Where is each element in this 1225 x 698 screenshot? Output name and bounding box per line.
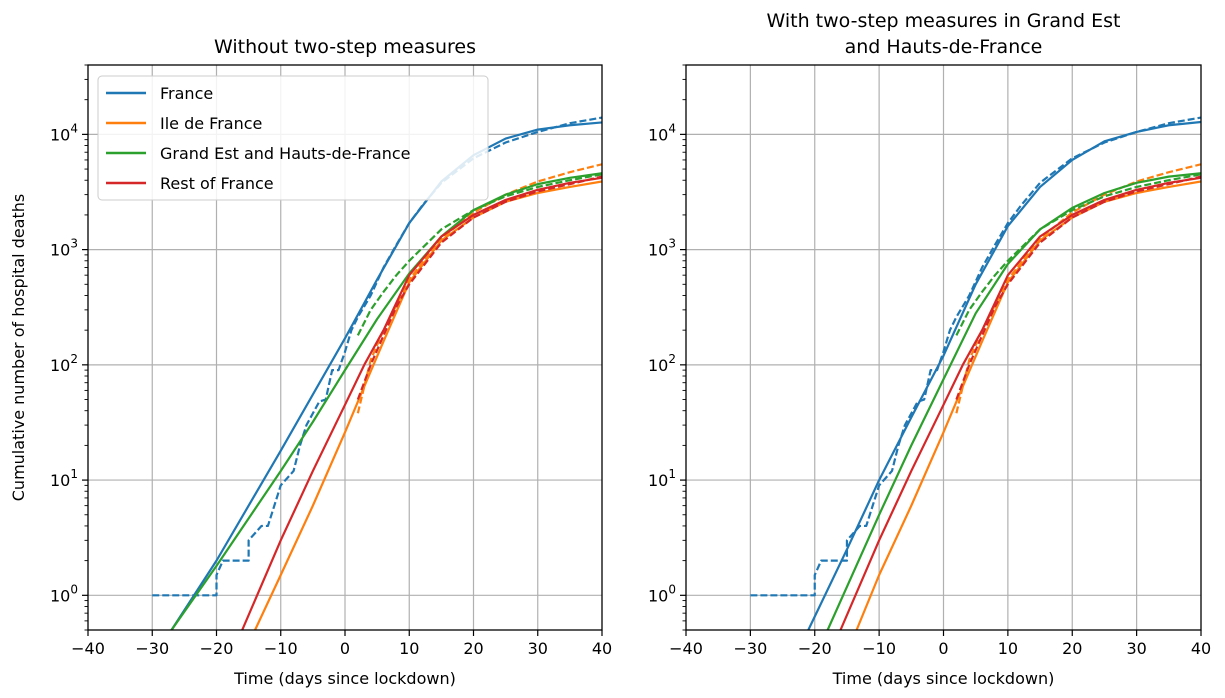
series-line-grand-est-and-hauts-de-france-model [826, 172, 1201, 630]
x-tick-label: −20 [200, 639, 234, 658]
series-line-rest-of-france-model [839, 176, 1201, 630]
series-line-rest-of-france-model [241, 176, 602, 630]
series-line-ile-de-france-model [254, 180, 602, 630]
x-tick-label: 30 [1126, 639, 1146, 658]
x-tick-label: −10 [264, 639, 298, 658]
y-tick-label: 100 [50, 582, 78, 605]
y-tick-exponent: 1 [70, 467, 78, 481]
x-tick-label: 0 [938, 639, 948, 658]
y-axis-label: Cumulative number of hospital deaths [9, 194, 28, 501]
x-tick-label: −30 [135, 639, 169, 658]
chart-title-line: and Hauts-de-France [845, 36, 1043, 58]
y-tick-exponent: 3 [668, 237, 676, 251]
series-line-rest-of-france-observed [955, 175, 1201, 400]
y-tick-base: 10 [648, 356, 668, 375]
chart-panel-with-two-step: −40 −30 −20 −10 0 10 20 30 40100101102103104With… [648, 10, 1211, 688]
series-line-ile-de-france-observed [356, 163, 602, 414]
y-tick-exponent: 2 [668, 352, 676, 366]
y-tick-label: 101 [50, 467, 78, 490]
legend: France Ile de France Grand Est and Hauts-d… [97, 75, 489, 201]
x-tick-label: −40 [669, 639, 703, 658]
y-tick-base: 10 [50, 586, 70, 605]
x-tick-label: −10 [862, 639, 896, 658]
y-tick-base: 10 [50, 125, 70, 144]
y-tick-exponent: 0 [668, 582, 676, 596]
x-tick-label: 10 [998, 639, 1018, 658]
legend-label: Grand Est and Hauts-de-France [160, 144, 411, 163]
series-line-ile-de-france-observed [955, 163, 1201, 414]
series-line-france-model [807, 120, 1201, 630]
y-tick-label: 102 [50, 352, 78, 375]
series-line-ile-de-france-model [855, 180, 1201, 630]
chart-title-line: With two-step measures in Grand Est [767, 10, 1121, 32]
y-tick-label: 101 [648, 467, 676, 490]
y-tick-label: 102 [648, 352, 676, 375]
x-tick-label: 0 [340, 639, 350, 658]
y-tick-base: 10 [648, 241, 668, 260]
y-tick-base: 10 [648, 125, 668, 144]
series-line-grand-est-and-hauts-de-france-observed [356, 173, 602, 336]
x-tick-label: −30 [733, 639, 767, 658]
y-tick-exponent: 3 [70, 237, 78, 251]
y-tick-label: 103 [648, 237, 676, 260]
x-tick-label: 40 [592, 639, 612, 658]
legend-label: Ile de France [160, 114, 262, 133]
legend-label: France [160, 84, 213, 103]
y-tick-base: 10 [648, 471, 668, 490]
x-tick-label: 10 [399, 639, 419, 658]
chart-panel-without-two-step: −40 −30 −20 −10 0 10 20 30 40100101102103104With… [9, 36, 612, 688]
series-group [750, 116, 1201, 630]
y-tick-exponent: 4 [668, 121, 676, 135]
y-tick-base: 10 [50, 356, 70, 375]
series-line-rest-of-france-observed [356, 175, 602, 400]
x-axis-label: Time (days since lockdown) [233, 669, 456, 688]
y-tick-label: 104 [50, 121, 78, 144]
y-tick-base: 10 [50, 241, 70, 260]
x-tick-label: −20 [798, 639, 832, 658]
x-tick-label: 30 [528, 639, 548, 658]
series-line-grand-est-and-hauts-de-france-observed [955, 173, 1201, 336]
legend-label: Rest of France [160, 174, 274, 193]
y-tick-label: 104 [648, 121, 676, 144]
y-tick-exponent: 1 [668, 467, 676, 481]
y-tick-exponent: 0 [70, 582, 78, 596]
x-tick-label: 20 [463, 639, 483, 658]
y-tick-base: 10 [50, 471, 70, 490]
chart-title-line: Without two-step measures [214, 36, 476, 58]
y-tick-label: 100 [648, 582, 676, 605]
x-tick-label: 40 [1191, 639, 1211, 658]
legend-box [97, 75, 489, 201]
x-axis-label: Time (days since lockdown) [832, 669, 1055, 688]
y-tick-base: 10 [648, 586, 668, 605]
y-tick-label: 103 [50, 237, 78, 260]
x-tick-label: −40 [71, 639, 105, 658]
x-tick-label: 20 [1062, 639, 1082, 658]
series-line-france-observed [750, 116, 1201, 597]
y-tick-exponent: 4 [70, 121, 78, 135]
y-tick-exponent: 2 [70, 352, 78, 366]
